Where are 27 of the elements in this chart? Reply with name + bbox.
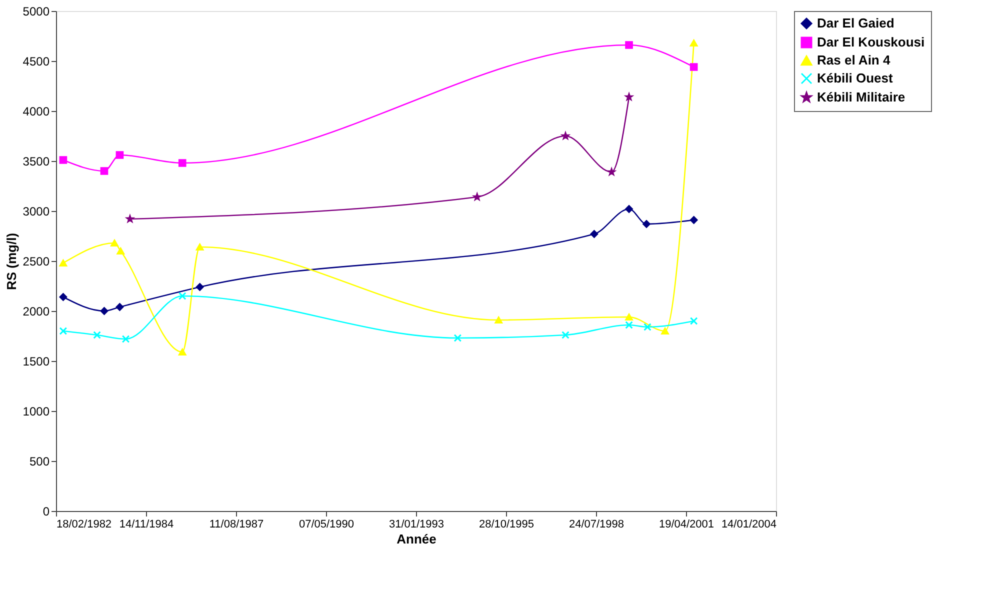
y-tick-label: 4500 [22, 54, 50, 68]
legend-label: Dar El Gaied [817, 16, 894, 30]
legend-label: Dar El Kouskousi [817, 34, 925, 50]
y-tick-label: 3000 [22, 204, 50, 218]
x-tick-label: 28/10/1995 [478, 518, 534, 530]
y-tick-label: 3500 [22, 154, 50, 168]
legend-label: Kébili Militaire [817, 90, 906, 104]
x-tick-label: 14/01/2004 [721, 518, 776, 530]
y-tick-label: 1500 [22, 354, 50, 368]
y-axis-title: RS (mg/l) [4, 232, 19, 290]
y-tick-label: 2500 [22, 254, 50, 268]
x-tick-label: 24/07/1998 [568, 518, 624, 530]
x-tick-label: 18/02/1982 [56, 518, 112, 530]
legend-label: Ras el Ain 4 [817, 52, 891, 68]
y-tick-label: 4000 [22, 104, 50, 118]
legend-label: Kébili Ouest [817, 70, 894, 86]
x-tick-label: 14/11/1984 [119, 518, 174, 530]
y-tick-label: 1000 [22, 404, 50, 418]
y-tick-label: 500 [29, 454, 50, 468]
y-tick-label: 2000 [22, 304, 50, 318]
x-tick-label: 19/04/2001 [658, 518, 714, 530]
y-tick-label: 5000 [22, 4, 50, 18]
x-tick-label: 31/01/1993 [388, 518, 444, 530]
x-tick-label: 07/05/1990 [298, 518, 354, 530]
y-tick-label: 0 [42, 504, 50, 518]
x-axis-title: Année [396, 532, 436, 546]
x-tick-label: 11/08/1987 [209, 518, 264, 530]
